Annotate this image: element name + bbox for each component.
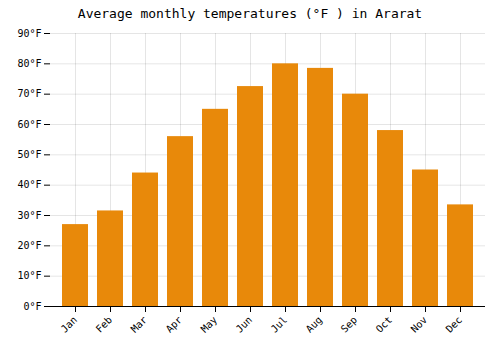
svg-text:May: May <box>199 314 220 335</box>
svg-text:50°F: 50°F <box>17 149 41 160</box>
svg-text:Jul: Jul <box>269 314 290 335</box>
svg-text:0°F: 0°F <box>23 301 41 312</box>
svg-text:30°F: 30°F <box>17 210 41 221</box>
svg-text:10°F: 10°F <box>17 270 41 281</box>
html-text:Average monthly temperatures (: Average monthly temperatures (°F ) in Ar… <box>77 6 423 21</box>
svg-text:Oct: Oct <box>374 314 395 335</box>
svg-text:Jun: Jun <box>234 314 255 335</box>
svg-text:Feb: Feb <box>94 314 115 335</box>
svg-text:Sep: Sep <box>339 314 360 335</box>
svg-text:20°F: 20°F <box>17 240 41 251</box>
svg-text:Nov: Nov <box>409 314 430 335</box>
svg-text:80°F: 80°F <box>17 58 41 69</box>
svg-text:90°F: 90°F <box>17 28 41 39</box>
svg-text:60°F: 60°F <box>17 119 41 130</box>
svg-text:40°F: 40°F <box>17 179 41 190</box>
svg-text:Apr: Apr <box>164 314 185 335</box>
svg-text:Jan: Jan <box>59 314 80 335</box>
svg-text:70°F: 70°F <box>17 88 41 99</box>
svg-text:Mar: Mar <box>129 314 150 335</box>
svg-text:Aug: Aug <box>304 314 325 335</box>
svg-text:Dec: Dec <box>444 314 465 335</box>
